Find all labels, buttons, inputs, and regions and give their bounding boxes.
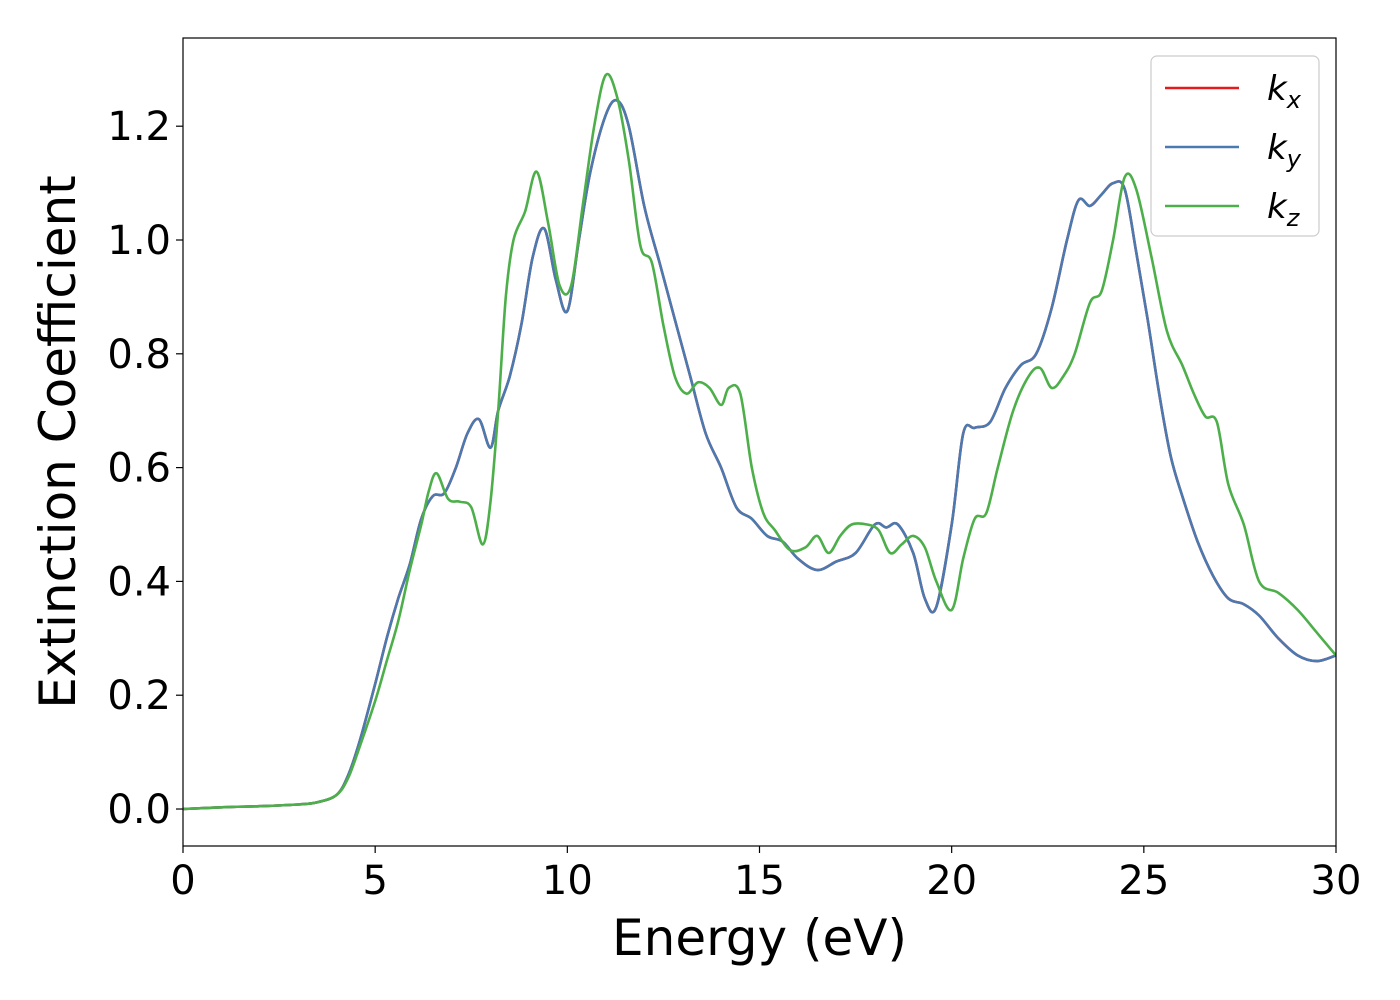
y-tick-label: 1.2 — [107, 104, 171, 150]
y-tick-label: 0.6 — [107, 446, 171, 492]
x-axis-title: Energy (eV) — [612, 909, 907, 967]
y-tick-label: 0.0 — [107, 787, 171, 833]
series-line-kz — [183, 72, 1336, 811]
legend-label-ky: ky — [1267, 128, 1302, 173]
x-tick-label: 0 — [170, 858, 195, 904]
legend: kx ky kz — [1150, 55, 1320, 237]
legend-label-kx: kx — [1267, 69, 1302, 114]
series-line-ky — [183, 98, 1336, 811]
y-axis-title: Extinction Coefficient — [29, 175, 87, 709]
x-tick-label: 10 — [542, 858, 593, 904]
legend-label-kz: kz — [1267, 187, 1301, 232]
x-axis-ticks: 0 5 10 15 20 25 30 — [170, 846, 1361, 904]
y-tick-label: 1.0 — [107, 218, 171, 264]
y-tick-label: 0.8 — [107, 332, 171, 378]
x-tick-label: 25 — [1118, 858, 1169, 904]
x-tick-label: 30 — [1311, 858, 1362, 904]
y-tick-label: 0.2 — [107, 673, 171, 719]
y-tick-label: 0.4 — [107, 559, 171, 605]
x-tick-label: 20 — [926, 858, 977, 904]
series-layer — [183, 72, 1336, 811]
y-axis-ticks: 0.0 0.2 0.4 0.6 0.8 1.0 1.2 — [107, 104, 183, 833]
x-tick-label: 15 — [734, 858, 785, 904]
x-tick-label: 5 — [362, 858, 387, 904]
